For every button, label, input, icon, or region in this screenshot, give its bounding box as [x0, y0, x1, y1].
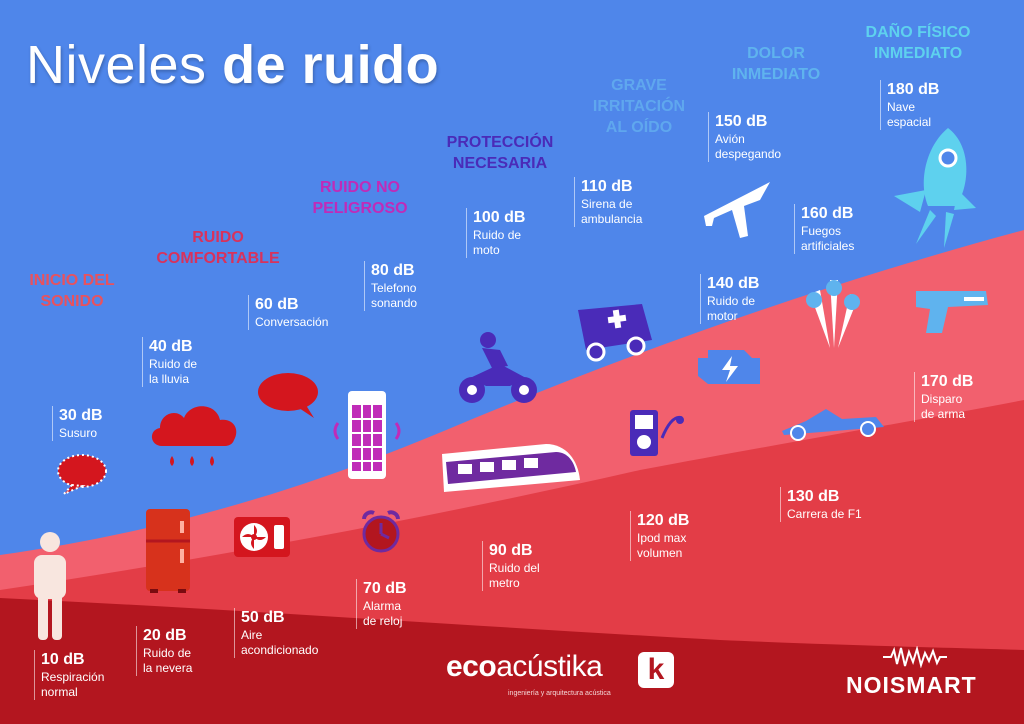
category-inicio: INICIO DEL SONIDO	[29, 272, 115, 310]
level-90: 90 dB Ruido del metro	[482, 541, 540, 591]
level-40: 40 dB Ruido de la lluvia	[142, 337, 197, 387]
category-dano: DAÑO FÍSICO INMEDIATO	[865, 24, 971, 62]
noismart-wave-icon	[883, 646, 947, 668]
level-160: 160 dB Fuegos artificiales	[794, 204, 854, 254]
ecoacustika-k-mark: k	[638, 652, 674, 688]
level-100: 100 dB Ruido de moto	[466, 208, 525, 258]
person-icon	[34, 532, 66, 640]
motorcycle-icon	[459, 332, 537, 403]
level-180: 180 dB Nave espacial	[880, 80, 939, 130]
music-player-icon	[630, 410, 684, 456]
level-20: 20 dB Ruido de la nevera	[136, 626, 192, 676]
level-70: 70 dB Alarma de reloj	[356, 579, 407, 629]
speech-bubble-icon	[258, 373, 318, 418]
title-bold: de ruido	[222, 35, 440, 95]
gun-icon	[916, 291, 988, 333]
level-130: 130 dB Carrera de F1	[780, 487, 862, 522]
level-140: 140 dB Ruido de motor	[700, 274, 759, 324]
rain-cloud-icon	[151, 406, 237, 466]
page-title: Niveles de ruido	[26, 34, 439, 96]
level-30: 30 dB Susuro	[52, 406, 103, 441]
fridge-icon	[146, 509, 190, 593]
level-170: 170 dB Disparo de arma	[914, 372, 973, 422]
title-light: Niveles	[26, 35, 207, 95]
level-60: 60 dB Conversación	[248, 295, 328, 330]
airplane-icon	[704, 182, 770, 238]
phone-booth-icon	[333, 391, 401, 479]
engine-icon	[698, 350, 760, 384]
level-10: 10 dB Respiración normal	[34, 650, 104, 700]
air-conditioner-icon	[234, 517, 290, 557]
level-120: 120 dB Ipod max volumen	[630, 511, 689, 561]
train-icon	[442, 444, 580, 492]
category-no-peligroso: RUIDO NO PELIGROSO	[312, 179, 408, 217]
level-150: 150 dB Avión despegando	[708, 112, 781, 162]
category-comfort: RUIDO COMFORTABLE	[156, 229, 280, 267]
alarm-clock-icon	[362, 510, 400, 553]
category-proteccion: PROTECCIÓN NECESARIA	[446, 134, 554, 172]
category-grave: GRAVE IRRITACIÓN AL OÍDO	[592, 77, 686, 136]
ecoacustika-tagline: ingeniería y arquitectura acústica	[508, 690, 611, 697]
level-50: 50 dB Aire acondicionado	[234, 608, 318, 658]
fireworks-icon	[806, 280, 860, 348]
category-dolor: DOLOR INMEDIATO	[731, 45, 821, 83]
race-car-icon	[782, 409, 884, 441]
noismart-logo: NOISMART	[846, 672, 977, 698]
ambulance-icon	[578, 304, 652, 362]
rocket-icon	[894, 128, 976, 248]
level-80: 80 dB Telefono sonando	[364, 261, 417, 311]
level-110: 110 dB Sirena de ambulancia	[574, 177, 642, 227]
whisper-bubble-icon	[57, 454, 107, 495]
ecoacustika-logo: ecoacústika k ingeniería y arquitectura …	[446, 650, 674, 697]
